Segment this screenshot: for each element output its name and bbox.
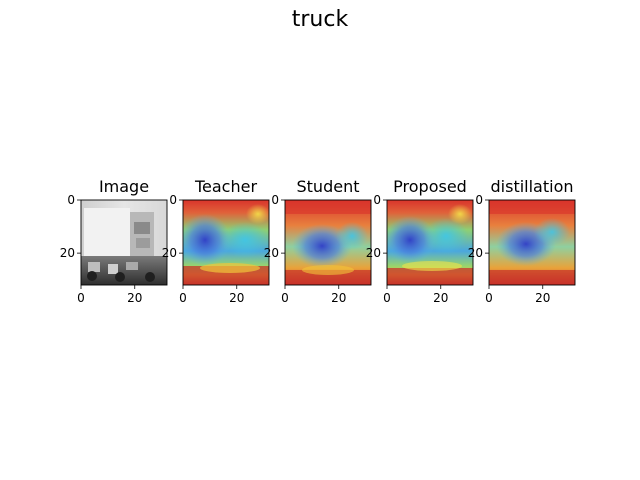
- axes-frame-distillation: [488, 199, 576, 286]
- axes-frame-proposed: [386, 199, 474, 286]
- y-tick-label-proposed-20: 20: [366, 246, 381, 260]
- x-tick-label-teacher-20: 20: [229, 291, 244, 305]
- y-tick-label-teacher-20: 20: [162, 246, 177, 260]
- panel-title-teacher: Teacher: [194, 177, 257, 196]
- panel-title-distillation: distillation: [491, 177, 574, 196]
- x-tick-label-teacher-0: 0: [179, 291, 187, 305]
- panel-title-image: Image: [99, 177, 149, 196]
- panel-title-student: Student: [297, 177, 360, 196]
- y-tick-label-image-0: 0: [67, 193, 75, 207]
- x-tick-label-student-20: 20: [331, 291, 346, 305]
- y-tick-label-student-0: 0: [271, 193, 279, 207]
- x-tick-label-image-20: 20: [127, 291, 142, 305]
- panel-student: [285, 200, 371, 285]
- x-tick-label-student-0: 0: [281, 291, 289, 305]
- y-tick-label-distillation-20: 20: [468, 246, 483, 260]
- panel-distillation: [489, 200, 575, 285]
- x-tick-label-proposed-20: 20: [433, 291, 448, 305]
- figure-title: truck: [291, 7, 349, 32]
- y-tick-label-distillation-0: 0: [475, 193, 483, 207]
- panel-proposed: [387, 200, 473, 285]
- panel-teacher: [183, 200, 269, 285]
- axes-frame-student: [284, 199, 372, 286]
- y-tick-label-proposed-0: 0: [373, 193, 381, 207]
- x-tick-label-distillation-20: 20: [535, 291, 550, 305]
- panel-title-proposed: Proposed: [393, 177, 467, 196]
- y-tick-label-student-20: 20: [264, 246, 279, 260]
- x-tick-label-proposed-0: 0: [383, 291, 391, 305]
- x-tick-label-distillation-0: 0: [485, 291, 493, 305]
- x-tick-label-image-0: 0: [77, 291, 85, 305]
- axes-frame-image: [80, 199, 168, 286]
- y-tick-label-image-20: 20: [60, 246, 75, 260]
- axes-frame-teacher: [182, 199, 270, 286]
- y-tick-label-teacher-0: 0: [169, 193, 177, 207]
- panel-image: [81, 200, 167, 285]
